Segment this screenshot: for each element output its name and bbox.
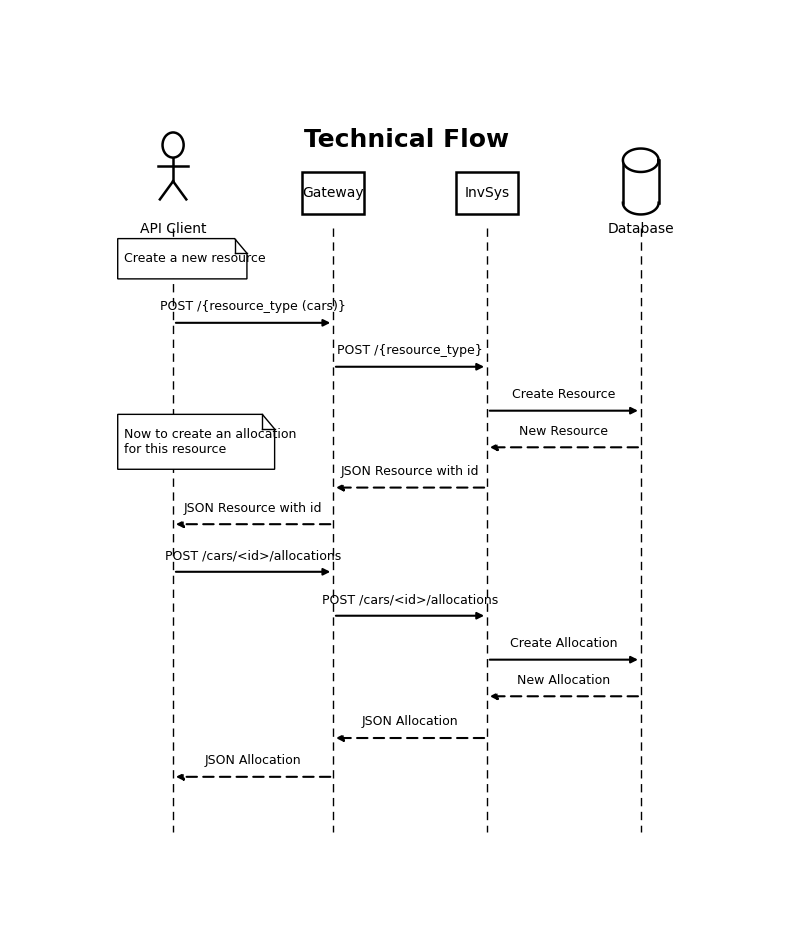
Text: Gateway: Gateway xyxy=(303,186,364,201)
Text: JSON Allocation: JSON Allocation xyxy=(362,715,458,728)
Text: New Resource: New Resource xyxy=(519,425,608,437)
Text: POST /cars/<id>/allocations: POST /cars/<id>/allocations xyxy=(165,550,341,562)
Text: JSON Allocation: JSON Allocation xyxy=(205,754,302,767)
Bar xyxy=(303,172,364,214)
Text: Create Allocation: Create Allocation xyxy=(510,637,618,650)
Text: Database: Database xyxy=(607,223,674,237)
Polygon shape xyxy=(623,148,658,172)
Text: Technical Flow: Technical Flow xyxy=(304,127,510,152)
Text: JSON Resource with id: JSON Resource with id xyxy=(184,502,322,514)
Text: Now to create an allocation
for this resource: Now to create an allocation for this res… xyxy=(124,428,296,456)
Text: JSON Resource with id: JSON Resource with id xyxy=(341,465,480,478)
Bar xyxy=(456,172,518,214)
Text: InvSys: InvSys xyxy=(464,186,510,201)
Text: POST /cars/<id>/allocations: POST /cars/<id>/allocations xyxy=(322,593,498,606)
Text: POST /{resource_type}: POST /{resource_type} xyxy=(337,344,483,358)
Text: Create a new resource: Create a new resource xyxy=(124,252,265,265)
Text: API Client: API Client xyxy=(140,223,206,237)
Text: New Allocation: New Allocation xyxy=(517,673,611,687)
Text: Create Resource: Create Resource xyxy=(512,388,615,401)
Polygon shape xyxy=(118,239,247,279)
Text: POST /{resource_type (cars)}: POST /{resource_type (cars)} xyxy=(160,301,346,313)
Polygon shape xyxy=(118,415,275,469)
